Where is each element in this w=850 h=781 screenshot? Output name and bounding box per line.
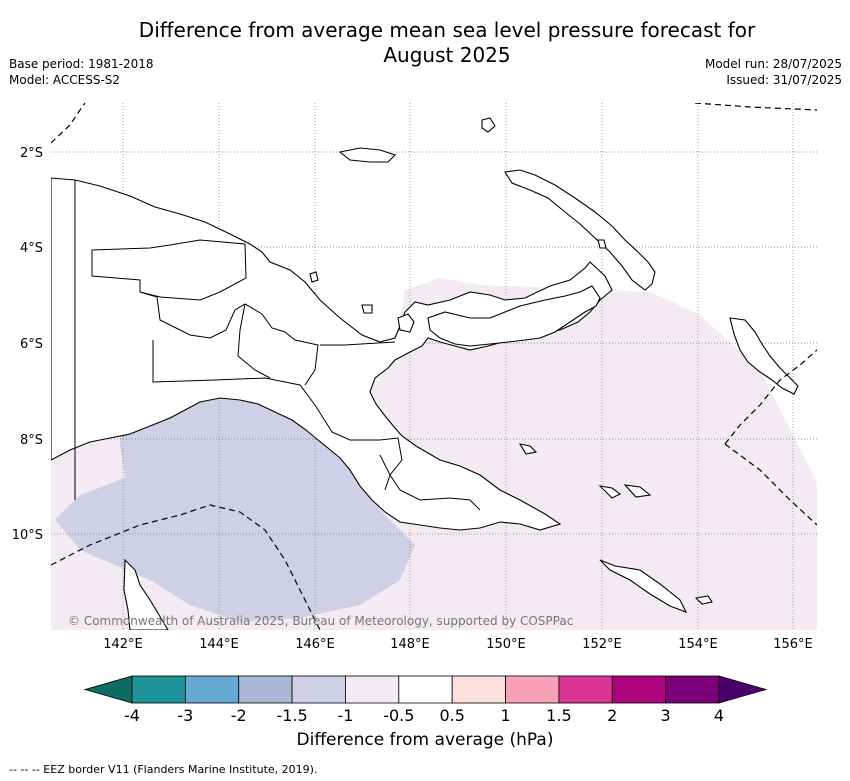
copyright-notice: © Commonwealth of Australia 2025, Bureau… xyxy=(68,614,574,628)
issued-date: Issued: 31/07/2025 xyxy=(726,73,842,87)
new-ireland-coastline xyxy=(504,169,656,291)
meta-right: Model run: 28/07/2025 Issued: 31/07/2025 xyxy=(705,56,842,88)
lat-tick: 10°S xyxy=(12,528,43,543)
title-line-1: Difference from average mean sea level p… xyxy=(138,18,756,42)
small-island xyxy=(397,313,415,333)
colorbar-swatch xyxy=(611,675,667,704)
eez-legend-note: -- -- -- EEZ border V11 (Flanders Marine… xyxy=(9,763,318,776)
colorbar-swatch xyxy=(505,675,560,704)
new-guinea-coastline xyxy=(51,177,613,531)
bougainville-coastline xyxy=(729,317,799,395)
colorbar-tick-label: 1.5 xyxy=(546,706,571,725)
small-island xyxy=(623,484,652,498)
lat-tick: 8°S xyxy=(20,433,43,448)
small-island xyxy=(599,559,688,614)
lat-tick-labels: 2°S 4°S 6°S 8°S 10°S xyxy=(12,146,43,543)
colorbar-swatch xyxy=(291,675,346,704)
australia-coastline xyxy=(123,558,169,630)
colorbar-swatch xyxy=(131,675,186,704)
colorbar: -4 -3 -2 -1.5 -1 -0.5 0.5 1 1.5 2 3 4 xyxy=(83,675,768,725)
eez-borders xyxy=(51,103,817,630)
lat-tick: 2°S xyxy=(20,146,43,161)
colorbar-swatch xyxy=(345,675,400,704)
lon-tick: 148°E xyxy=(390,637,430,652)
new-britain-coastline xyxy=(427,285,601,347)
lat-tick: 6°S xyxy=(20,337,43,352)
colorbar-tick-label: -0.5 xyxy=(383,706,414,725)
title-line-2: August 2025 xyxy=(383,43,511,67)
colorbar-tick-label: -1.5 xyxy=(276,706,307,725)
colorbar-tick-label: 0.5 xyxy=(439,706,464,725)
lat-tick: 4°S xyxy=(20,241,43,256)
provincial-borders xyxy=(74,180,481,511)
colorbar-extend-high xyxy=(718,675,768,704)
meta-left: Base period: 1981-2018 Model: ACCESS-S2 xyxy=(9,56,154,88)
colorbar-tick-label: -2 xyxy=(231,706,247,725)
colorbar-tick-label: 2 xyxy=(607,706,617,725)
lon-tick: 152°E xyxy=(582,637,622,652)
map-title: Difference from average mean sea level p… xyxy=(0,18,850,68)
small-island xyxy=(598,485,622,499)
small-island xyxy=(361,304,373,314)
lon-tick: 146°E xyxy=(295,637,335,652)
lon-tick: 142°E xyxy=(103,637,143,652)
colorbar-swatch xyxy=(184,675,240,704)
colorbar-swatch xyxy=(665,675,720,704)
colorbar-tick-label: -1 xyxy=(337,706,353,725)
lon-tick: 144°E xyxy=(199,637,239,652)
colorbar-tick-label: -4 xyxy=(124,706,140,725)
colorbar-tick-label: 4 xyxy=(714,706,724,725)
small-island xyxy=(481,117,496,133)
manus-island xyxy=(338,147,397,163)
colorbar-swatch xyxy=(558,675,613,704)
colorbar-swatch xyxy=(238,675,293,704)
model-run: Model run: 28/07/2025 xyxy=(704,57,842,71)
base-period: Base period: 1981-2018 xyxy=(9,57,154,71)
small-island xyxy=(597,239,607,249)
lon-tick-labels: 142°E 144°E 146°E 148°E 150°E 152°E 154°… xyxy=(103,637,813,652)
colorbar-tick-label: 3 xyxy=(661,706,671,725)
colorbar-label: Difference from average (hPa) xyxy=(296,730,554,750)
lon-tick: 156°E xyxy=(773,637,813,652)
colorbar-extend-low xyxy=(83,675,133,704)
colorbar-swatch xyxy=(398,675,453,704)
colorbar-tick-label: -3 xyxy=(177,706,193,725)
lon-gridlines xyxy=(122,103,794,630)
anomaly-region-moderate xyxy=(55,394,415,622)
lon-tick: 150°E xyxy=(486,637,526,652)
small-island xyxy=(694,595,713,605)
model-name: Model: ACCESS-S2 xyxy=(9,73,121,87)
colorbar-swatch xyxy=(451,675,506,704)
small-island xyxy=(309,271,319,283)
colorbar-tick-label: 1 xyxy=(500,706,510,725)
small-island xyxy=(518,443,538,455)
lon-tick: 154°E xyxy=(678,637,718,652)
